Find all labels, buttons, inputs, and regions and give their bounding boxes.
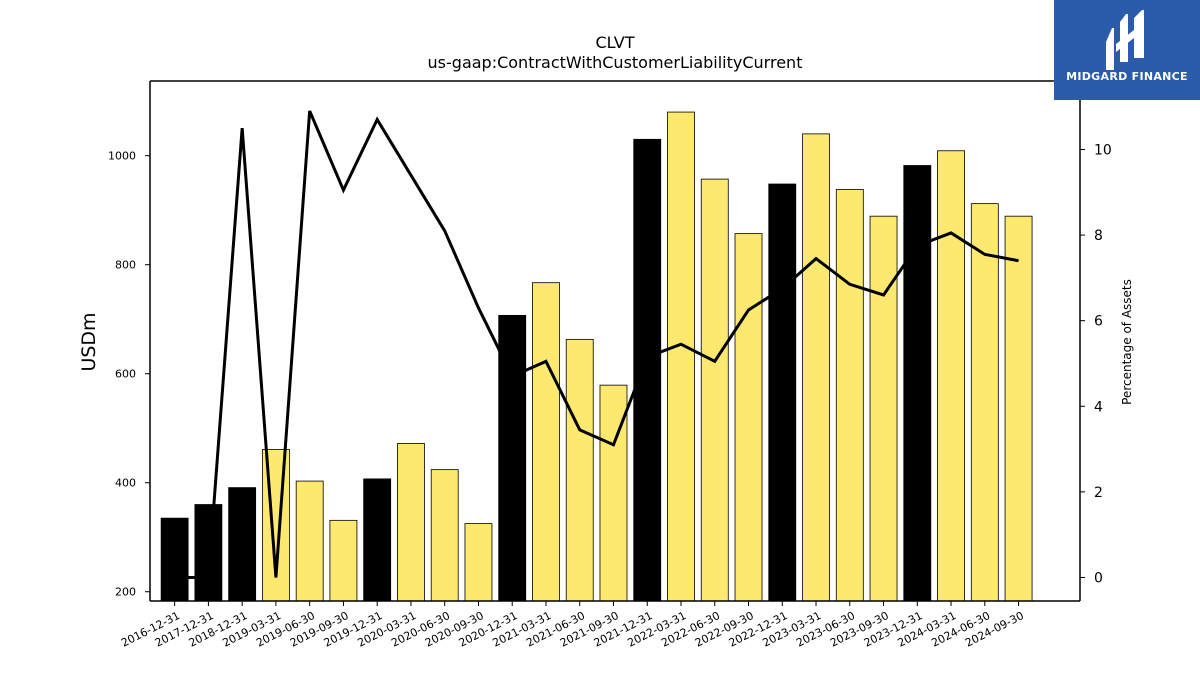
midgard-finance-logo: MIDGARD FINANCE <box>1054 0 1200 100</box>
x-ticks-group: 2016-12-312017-12-312018-12-312019-03-31… <box>119 601 1026 650</box>
chart-title: CLVT <box>595 33 634 52</box>
bar-2022-12-31 <box>768 183 797 602</box>
y-axis-label: USDm <box>78 312 100 371</box>
bar-2016-12-31 <box>160 517 189 602</box>
bar-2020-06-30 <box>430 469 459 602</box>
y2-tick-label-8: 8 <box>1094 228 1103 244</box>
bar-2019-12-31 <box>363 478 392 602</box>
bar-2022-09-30 <box>734 233 763 602</box>
bar-2021-03-31 <box>532 282 560 602</box>
bar-2019-03-31 <box>262 449 290 602</box>
y-tick-label-800: 800 <box>115 259 136 272</box>
bar-2023-06-30 <box>835 189 864 602</box>
bar-2024-03-31 <box>937 150 965 602</box>
y2-tick-label-4: 4 <box>1094 399 1103 415</box>
y2-tick-label-2: 2 <box>1094 485 1103 501</box>
bar-2022-03-31 <box>667 111 695 602</box>
y2-ticks-group: 0 2 4 6 8 10 <box>1080 142 1112 586</box>
y-tick-label-1000: 1000 <box>108 150 136 163</box>
bar-2020-09-30 <box>464 523 493 602</box>
y2-tick-label-6: 6 <box>1094 314 1103 330</box>
bar-2023-12-31 <box>903 165 932 602</box>
logo-mark-icon <box>1054 0 1200 100</box>
bar-2018-12-31 <box>228 487 257 602</box>
bar-2021-06-30 <box>565 338 594 602</box>
y-tick-label-400: 400 <box>115 477 136 490</box>
bar-2023-09-30 <box>869 215 898 602</box>
bar-2019-06-30 <box>295 480 324 602</box>
y-tick-label-200: 200 <box>115 586 136 599</box>
y-tick-label-600: 600 <box>115 368 136 381</box>
percentage-line <box>174 110 1019 579</box>
axes-group <box>149 80 1081 602</box>
bar-2023-03-31 <box>802 133 830 602</box>
bar-2019-09-30 <box>329 519 358 602</box>
logo-text: MIDGARD FINANCE <box>1066 70 1188 83</box>
bar-2024-06-30 <box>970 203 999 602</box>
bars-group <box>160 111 1033 602</box>
line-group <box>174 110 1019 579</box>
y2-tick-label-10: 10 <box>1094 142 1112 158</box>
bar-2021-12-31 <box>633 138 662 602</box>
bar-2024-09-30 <box>1004 215 1033 602</box>
y-ticks-group: 200 400 600 800 1000 <box>108 150 150 599</box>
bar-2017-12-31 <box>194 504 223 602</box>
y2-tick-label-0: 0 <box>1094 570 1103 586</box>
bar-2020-03-31 <box>397 443 425 602</box>
bar-2022-06-30 <box>700 178 729 602</box>
chart-subtitle: us-gaap:ContractWithCustomerLiabilityCur… <box>428 53 803 72</box>
bar-2020-12-31 <box>498 314 527 602</box>
y2-axis-label: Percentage of Assets <box>1120 279 1134 405</box>
